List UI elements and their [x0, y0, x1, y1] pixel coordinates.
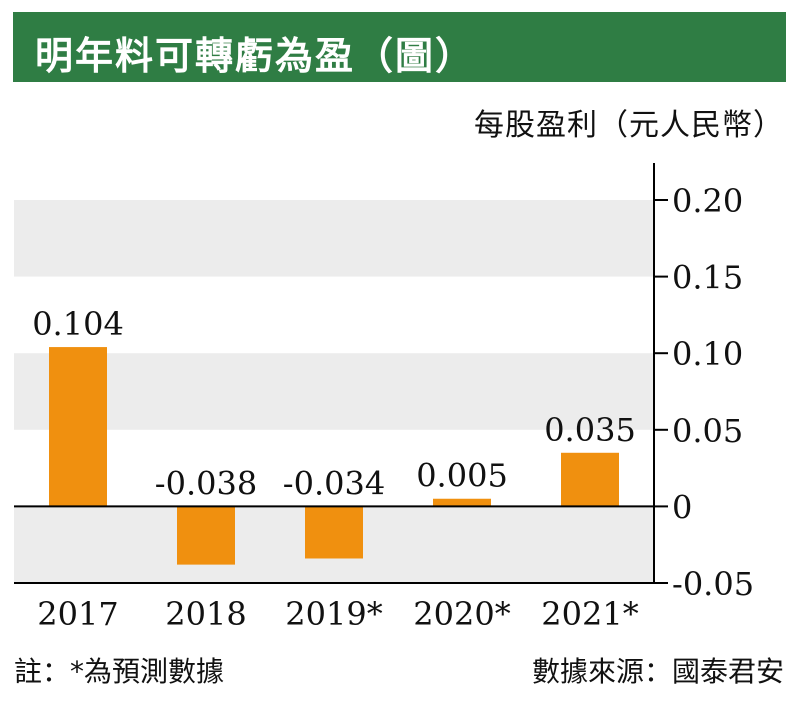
y-tick-label: 0.15	[672, 259, 743, 297]
data-label: 0.104	[32, 305, 124, 343]
bar-chart: 0.104 2017 -0.038 2018 -0.034 2019* 0.005 2020*…	[14, 163, 754, 633]
x-tick-label: 2018	[165, 595, 246, 633]
bar	[305, 506, 363, 559]
x-tick-label: 2017	[37, 595, 118, 633]
footnote: 註：*為預測數據	[14, 655, 225, 688]
bar	[433, 498, 491, 507]
y-tick-label: 0.05	[672, 412, 743, 450]
bar	[561, 452, 619, 507]
bar	[177, 506, 235, 565]
x-tick-label: 2020*	[413, 595, 510, 633]
title-bar: 明年料可轉虧為盈（圖）	[13, 12, 786, 82]
y-tick-label: -0.05	[672, 565, 754, 603]
y-tick-label: 0.20	[672, 182, 743, 220]
data-label: -0.034	[283, 464, 385, 502]
grid-band	[14, 200, 654, 277]
grid-band	[14, 353, 654, 430]
source-note: 數據來源：國泰君安	[531, 655, 784, 688]
y-axis-label: 每股盈利（元人民幣）	[474, 108, 784, 143]
data-label: -0.038	[155, 464, 257, 502]
x-tick-label: 2021*	[541, 595, 638, 633]
x-tick-label: 2019*	[285, 595, 382, 633]
data-label: 0.005	[416, 457, 508, 495]
bar	[49, 347, 107, 507]
data-label: 0.035	[544, 411, 636, 449]
chart-title: 明年料可轉虧為盈（圖）	[35, 34, 476, 78]
y-tick-label: 0.10	[672, 335, 743, 373]
y-tick-label: 0	[672, 488, 692, 526]
